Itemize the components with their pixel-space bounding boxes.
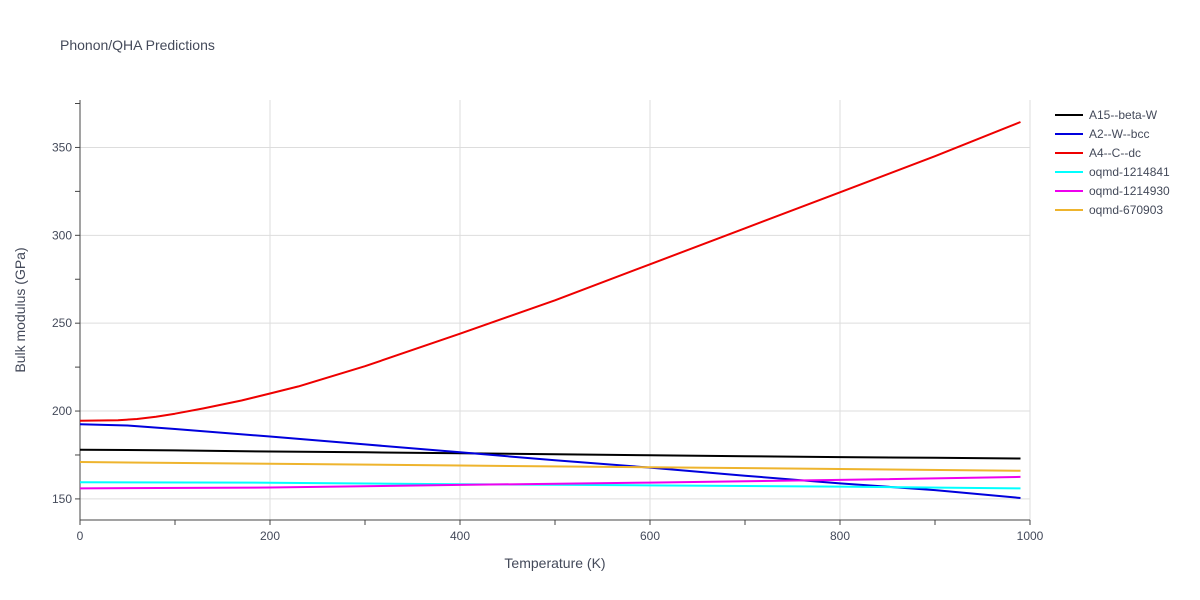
x-tick-label: 800 bbox=[830, 529, 850, 543]
x-tick-label: 1000 bbox=[1017, 529, 1044, 543]
legend-label: A2--W--bcc bbox=[1089, 127, 1149, 141]
chart-title: Phonon/QHA Predictions bbox=[60, 37, 215, 53]
y-tick-label: 300 bbox=[52, 228, 72, 242]
series-line-A15--beta-W[interactable] bbox=[79, 448, 1021, 460]
x-tick-label: 400 bbox=[450, 529, 470, 543]
legend-label: oqmd-670903 bbox=[1089, 203, 1163, 217]
legend[interactable]: A15--beta-W A2--W--bcc A4--C--dc oqmd-12148… bbox=[1055, 108, 1170, 217]
legend-item[interactable]: A15--beta-W bbox=[1055, 108, 1158, 122]
x-tick-label: 600 bbox=[640, 529, 660, 543]
series-line-A4--C--dc[interactable] bbox=[79, 121, 1021, 422]
legend-item[interactable]: oqmd-1214930 bbox=[1055, 184, 1170, 198]
series-line-A2--W--bcc[interactable] bbox=[79, 423, 1021, 499]
series-line-oqmd-670903[interactable] bbox=[79, 461, 1021, 472]
y-tick-label: 200 bbox=[52, 404, 72, 418]
legend-label: oqmd-1214841 bbox=[1089, 165, 1170, 179]
legend-label: A4--C--dc bbox=[1089, 146, 1141, 160]
series-line-oqmd-1214841[interactable] bbox=[79, 481, 1021, 490]
axes: 0 200 400 600 800 1000 150 200 250 300 350 bbox=[52, 100, 1044, 543]
legend-label: oqmd-1214930 bbox=[1089, 184, 1170, 198]
y-tick-label: 250 bbox=[52, 316, 72, 330]
x-tick-label: 0 bbox=[77, 529, 84, 543]
legend-item[interactable]: A2--W--bcc bbox=[1055, 127, 1149, 141]
series-line-oqmd-1214930[interactable] bbox=[79, 475, 1021, 490]
y-tick-label: 150 bbox=[52, 492, 72, 506]
series-group bbox=[79, 121, 1021, 499]
legend-label: A15--beta-W bbox=[1089, 108, 1158, 122]
legend-item[interactable]: oqmd-1214841 bbox=[1055, 165, 1170, 179]
legend-item[interactable]: oqmd-670903 bbox=[1055, 203, 1163, 217]
y-tick-label: 350 bbox=[52, 140, 72, 154]
x-tick-label: 200 bbox=[260, 529, 280, 543]
x-axis-title: Temperature (K) bbox=[504, 555, 605, 571]
legend-item[interactable]: A4--C--dc bbox=[1055, 146, 1141, 160]
y-axis-title: Bulk modulus (GPa) bbox=[12, 247, 28, 372]
grid bbox=[80, 100, 1031, 520]
